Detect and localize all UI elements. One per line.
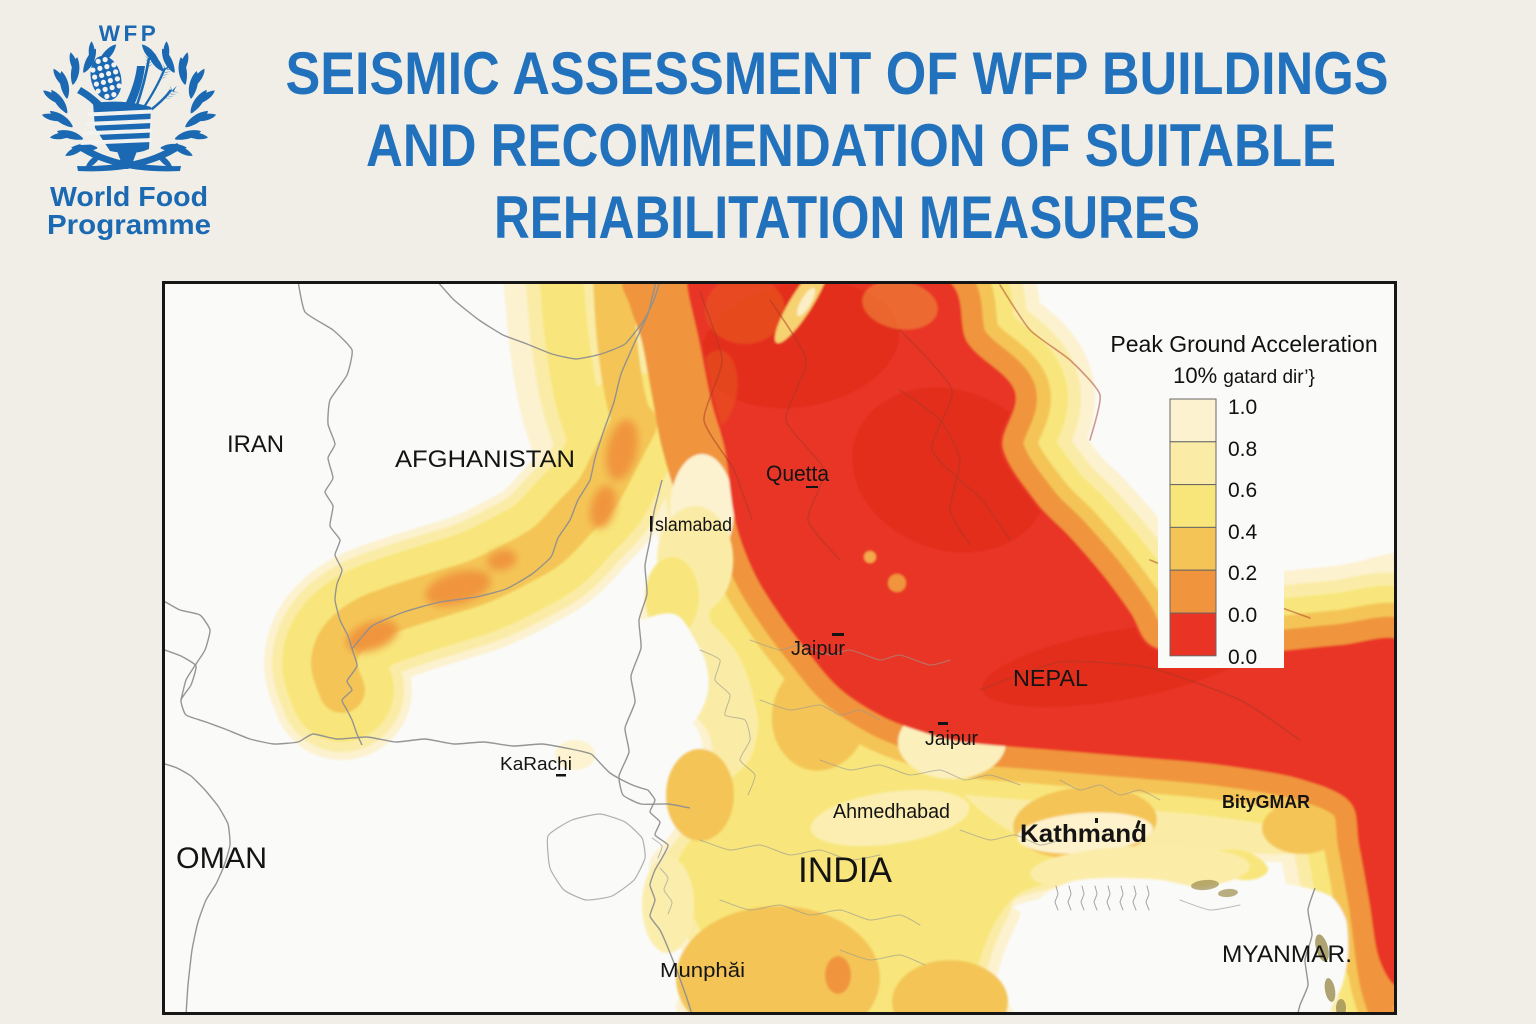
svg-text:0.0: 0.0 <box>1228 646 1257 669</box>
svg-text:AND RECOMMENDATION OF SUITABLE: AND RECOMMENDATION OF SUITABLE <box>366 112 1336 179</box>
svg-text:10% gatard dir’}: 10% gatard dir’} <box>1173 363 1315 388</box>
svg-text:KaRachi: KaRachi <box>500 753 572 774</box>
svg-text:NEPAL: NEPAL <box>1013 665 1088 691</box>
svg-text:BityGMAR: BityGMAR <box>1222 792 1310 812</box>
svg-text:OMAN: OMAN <box>176 842 267 875</box>
svg-text:0.0: 0.0 <box>1228 604 1257 627</box>
svg-text:slamabad: slamabad <box>655 515 732 536</box>
svg-text:AFGHANISTAN: AFGHANISTAN <box>395 446 575 473</box>
svg-text:Programme: Programme <box>47 209 211 240</box>
svg-text:0.6: 0.6 <box>1228 479 1257 502</box>
svg-text:Peak Ground Acceleration: Peak Ground Acceleration <box>1110 331 1377 357</box>
svg-text:MYANMAR.: MYANMAR. <box>1222 941 1352 968</box>
svg-text:0.4: 0.4 <box>1228 521 1258 544</box>
svg-text:SEISMIC ASSESSMENT OF WFP BUIL: SEISMIC ASSESSMENT OF WFP BUILDINGS <box>286 40 1389 107</box>
svg-text:REHABILITATION MEASURES: REHABILITATION MEASURES <box>494 184 1200 251</box>
svg-text:0.2: 0.2 <box>1228 562 1257 585</box>
svg-text:Jaipur: Jaipur <box>791 638 845 660</box>
svg-text:WFP: WFP <box>99 21 160 46</box>
svg-text:World Food: World Food <box>50 181 208 212</box>
svg-text:0.8: 0.8 <box>1228 438 1257 461</box>
svg-text:Quetta: Quetta <box>766 461 830 486</box>
svg-text:Jaipur: Jaipur <box>925 728 978 750</box>
svg-text:1.0: 1.0 <box>1228 396 1257 419</box>
svg-text:IRAN: IRAN <box>227 431 284 458</box>
svg-text:Kathmand: Kathmand <box>1020 820 1147 848</box>
svg-text:Munphăi: Munphăi <box>660 960 745 982</box>
svg-text:INDIA: INDIA <box>798 851 893 890</box>
svg-text:Ahmedhabad: Ahmedhabad <box>833 801 950 823</box>
